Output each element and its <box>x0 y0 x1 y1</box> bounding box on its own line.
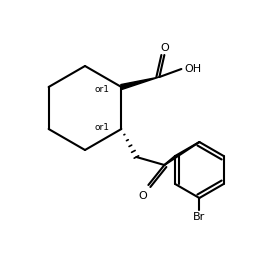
Text: or1: or1 <box>94 123 109 132</box>
Text: O: O <box>160 43 169 53</box>
Text: or1: or1 <box>94 85 109 93</box>
Polygon shape <box>121 77 159 90</box>
Text: O: O <box>138 191 147 201</box>
Text: OH: OH <box>184 64 202 74</box>
Text: Br: Br <box>193 212 205 222</box>
